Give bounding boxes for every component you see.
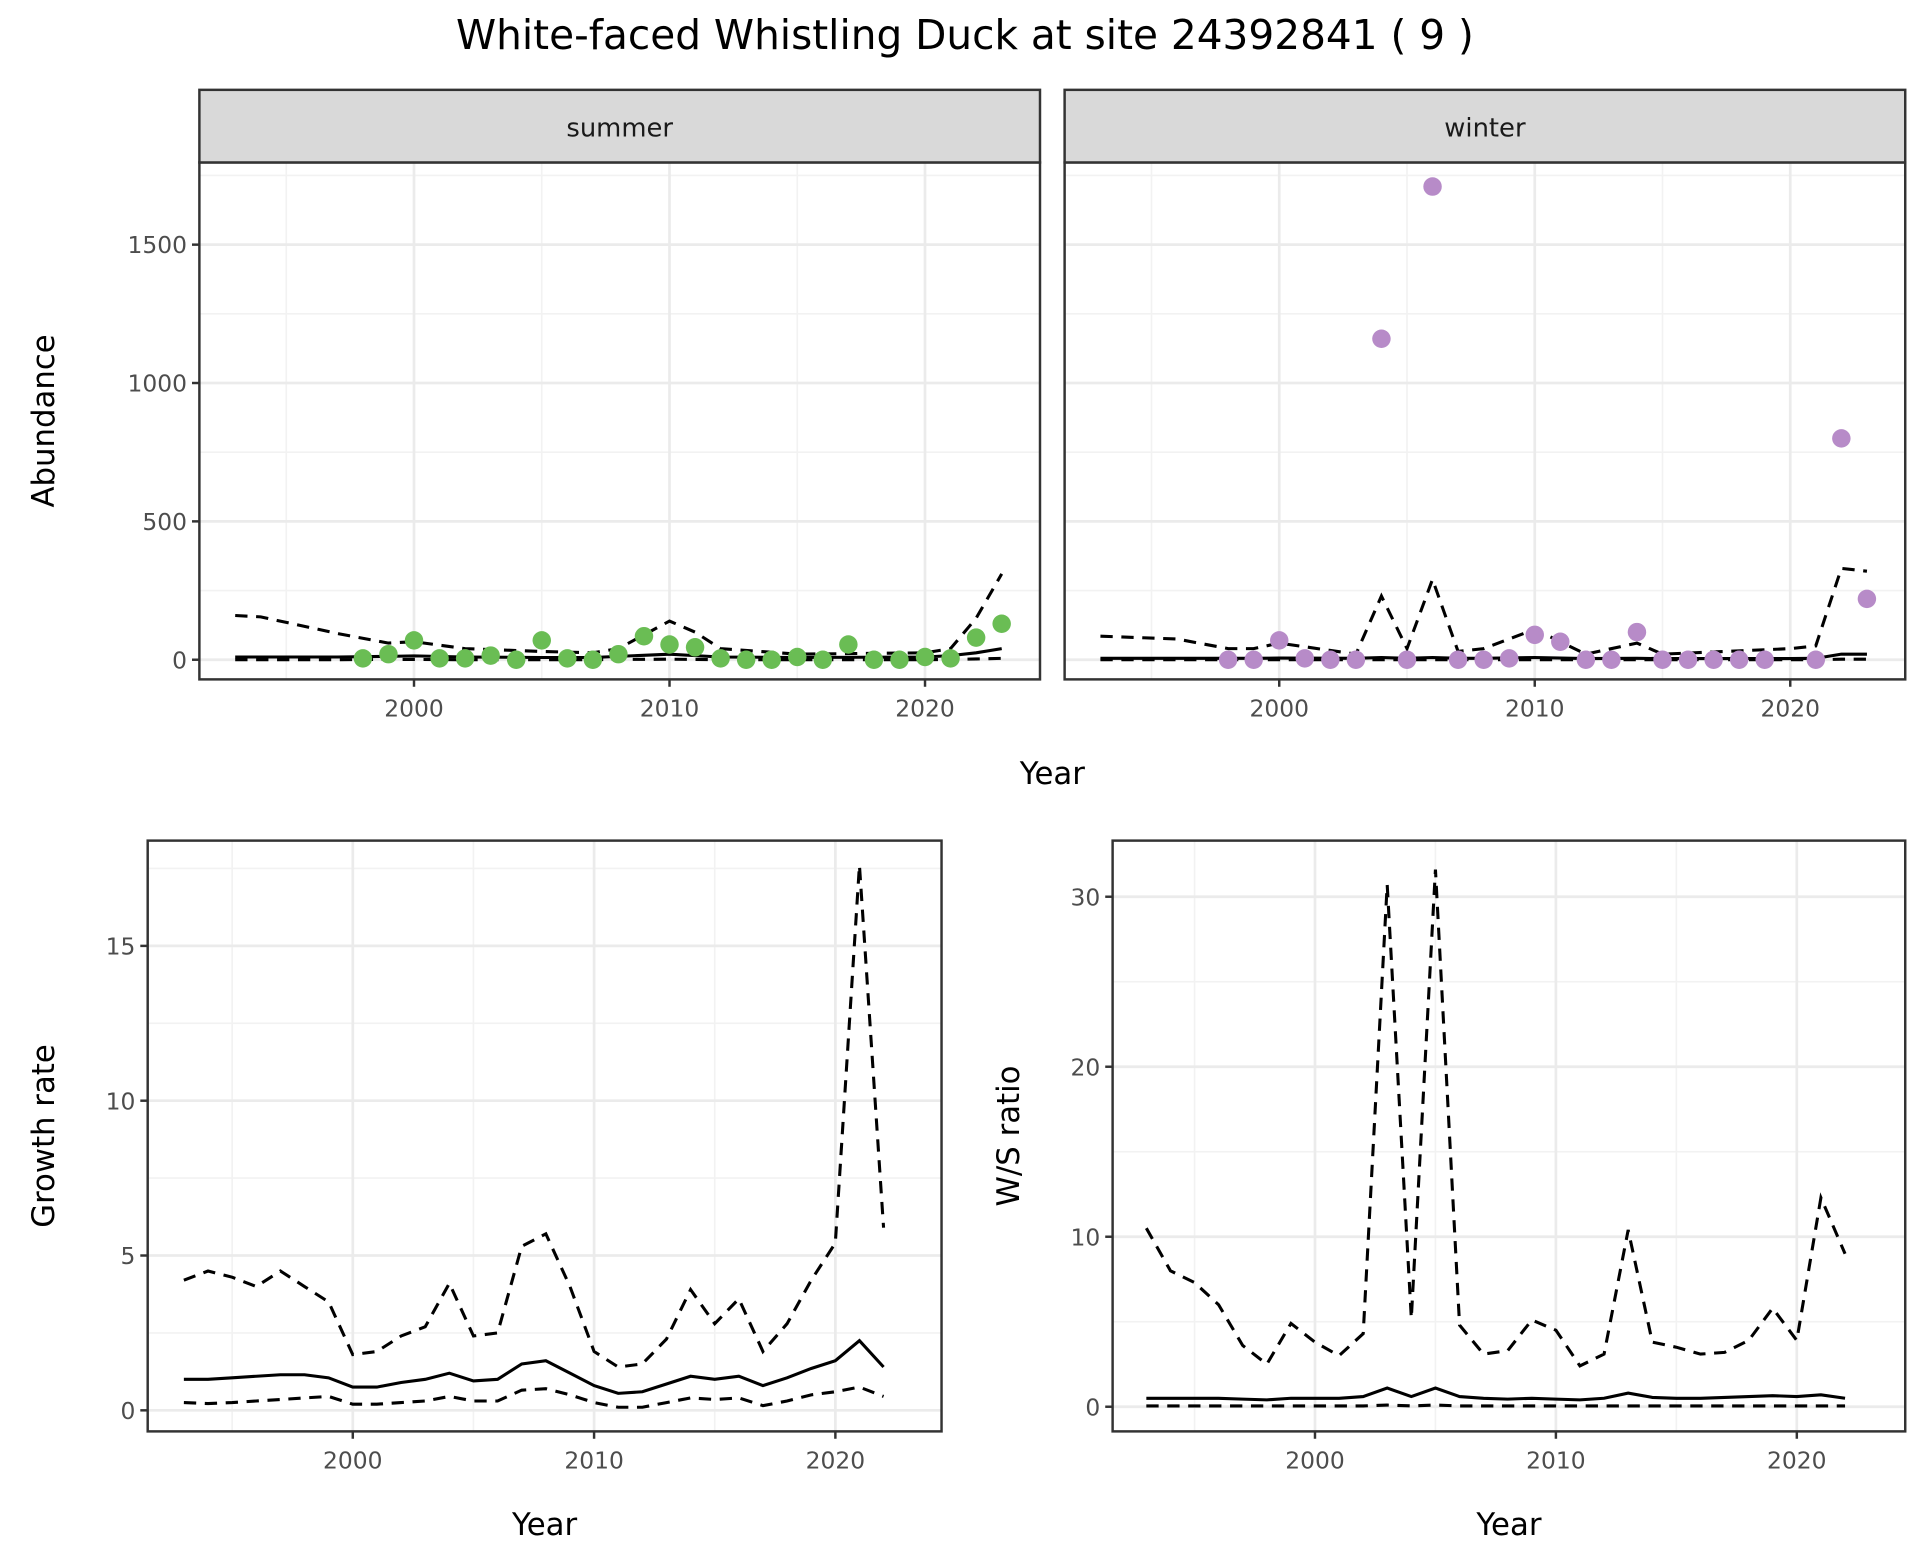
data-point bbox=[1678, 650, 1698, 669]
x-tick-label: 2020 bbox=[1761, 694, 1821, 722]
y-tick-label: 0 bbox=[1085, 1393, 1100, 1421]
data-point bbox=[1321, 650, 1340, 669]
y-axis-title: W/S ratio bbox=[991, 1066, 1027, 1207]
upper-line bbox=[1144, 869, 1847, 1368]
data-point bbox=[430, 649, 449, 668]
x-tick-label: 2010 bbox=[640, 694, 700, 722]
x-tick-label: 2000 bbox=[323, 1446, 383, 1474]
x-tick-label: 2010 bbox=[564, 1446, 624, 1474]
data-point bbox=[1602, 650, 1621, 669]
x-tick-label: 2010 bbox=[1526, 1446, 1586, 1474]
data-point bbox=[1653, 650, 1672, 669]
data-point bbox=[736, 650, 756, 669]
data-point bbox=[583, 650, 603, 669]
data-point bbox=[1474, 650, 1493, 669]
data-point bbox=[1627, 622, 1647, 642]
data-point bbox=[609, 644, 628, 664]
y-tick-label: 30 bbox=[1071, 883, 1101, 911]
x-tick-label: 2020 bbox=[895, 694, 955, 722]
x-tick-label: 2000 bbox=[1285, 1446, 1345, 1474]
y-tick-label: 0 bbox=[121, 1397, 136, 1425]
y-tick-label: 0 bbox=[172, 646, 187, 674]
data-point bbox=[941, 649, 960, 668]
data-point bbox=[1704, 650, 1723, 669]
data-point bbox=[890, 650, 909, 669]
mid-line bbox=[1146, 1386, 1846, 1402]
facet-strip bbox=[1063, 88, 1907, 164]
data-point bbox=[404, 631, 424, 650]
y-tick-label: 10 bbox=[1071, 1223, 1101, 1251]
data-point bbox=[915, 647, 935, 667]
facet-label: winter bbox=[1444, 114, 1526, 144]
data-point bbox=[1346, 650, 1366, 669]
data-point bbox=[1244, 650, 1263, 669]
data-point bbox=[558, 649, 577, 668]
panel-plot-3: 2000 2010 2020 0 10 20 30 W/S ratio Year bbox=[991, 839, 1907, 1543]
y-tick-label: 500 bbox=[142, 508, 187, 536]
mid-line bbox=[183, 1338, 885, 1395]
data-point bbox=[762, 650, 781, 669]
data-point bbox=[685, 638, 705, 657]
lower-line bbox=[1146, 1403, 1846, 1408]
data-point bbox=[1806, 650, 1826, 669]
data-point bbox=[1551, 632, 1570, 651]
lower-line bbox=[183, 1385, 885, 1409]
data-point bbox=[353, 649, 373, 668]
data-point bbox=[1576, 650, 1596, 669]
data-point bbox=[481, 646, 500, 665]
data-point bbox=[1397, 650, 1417, 669]
x-axis-title: Year bbox=[1475, 1507, 1541, 1543]
chart-title: White-faced Whistling Duck at site 24392… bbox=[456, 11, 1474, 59]
y-tick-label: 5 bbox=[121, 1242, 136, 1270]
data-point bbox=[864, 650, 884, 669]
panel-winter: winter 2000 2010 2020 bbox=[1063, 88, 1907, 722]
data-point bbox=[1270, 631, 1289, 650]
x-axis-title: Year bbox=[1019, 756, 1085, 792]
y-tick-label: 1500 bbox=[128, 231, 188, 259]
x-tick-label: 2000 bbox=[384, 694, 444, 722]
data-point bbox=[1218, 650, 1238, 669]
data-point bbox=[1372, 329, 1391, 348]
panel-border bbox=[146, 839, 943, 1433]
data-point bbox=[1832, 429, 1851, 448]
data-point bbox=[379, 644, 398, 664]
y-tick-label: 15 bbox=[106, 933, 136, 961]
data-point bbox=[1423, 177, 1442, 196]
data-point bbox=[992, 614, 1011, 633]
data-point bbox=[506, 650, 526, 669]
data-point bbox=[1729, 650, 1749, 669]
x-tick-label: 2020 bbox=[1767, 1446, 1827, 1474]
panel-plot-2: 2000 2010 2020 0 5 10 15 Growth rate Year bbox=[26, 839, 943, 1543]
facet-strip bbox=[198, 88, 1042, 164]
y-axis-title: Growth rate bbox=[26, 1044, 62, 1228]
data-point bbox=[1525, 625, 1544, 645]
data-point bbox=[788, 647, 807, 667]
data-point bbox=[455, 649, 475, 668]
data-point bbox=[634, 626, 654, 646]
data-point bbox=[966, 628, 986, 647]
data-point bbox=[1755, 650, 1774, 669]
x-tick-label: 2000 bbox=[1249, 694, 1309, 722]
x-axis-title: Year bbox=[511, 1507, 577, 1543]
data-point bbox=[660, 635, 679, 654]
x-tick-label: 2010 bbox=[1505, 694, 1565, 722]
y-axis-title: Abundance bbox=[26, 334, 62, 507]
data-point bbox=[1857, 589, 1877, 609]
data-point bbox=[1499, 649, 1519, 668]
panel-border bbox=[1111, 839, 1907, 1433]
x-tick-label: 2020 bbox=[806, 1446, 866, 1474]
data-point bbox=[711, 649, 730, 668]
data-point bbox=[1295, 649, 1315, 668]
y-tick-label: 10 bbox=[106, 1087, 136, 1115]
data-point bbox=[839, 635, 858, 654]
upper-line bbox=[183, 865, 886, 1369]
panel-summer: summer 2000 2010 2020 0 500 1000 1500 Abundance bbox=[26, 88, 1042, 722]
y-tick-label: 1000 bbox=[128, 370, 188, 398]
data-point bbox=[1448, 650, 1468, 669]
y-tick-label: 20 bbox=[1071, 1053, 1101, 1081]
data-point bbox=[813, 650, 833, 669]
facet-label: summer bbox=[566, 114, 673, 144]
data-point bbox=[532, 631, 551, 650]
